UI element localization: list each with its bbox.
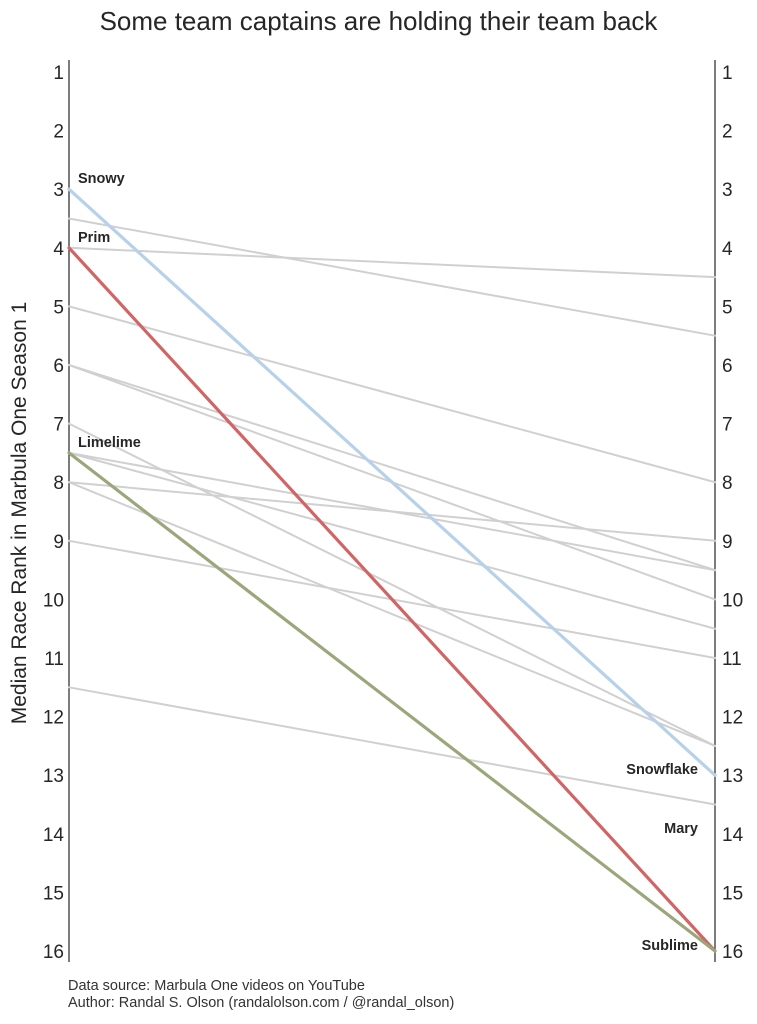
series-line (68, 364, 716, 572)
left-tick-label: 1 (53, 63, 64, 84)
right-name-label: Sublime (642, 938, 698, 954)
right-tick-label: 11 (722, 649, 742, 670)
right-tick-label: 6 (722, 356, 733, 377)
right-tick-label: 14 (722, 825, 744, 846)
left-tick-label: 13 (43, 766, 64, 787)
series-line (68, 481, 716, 542)
left-name-label: Limelime (78, 435, 141, 451)
right-tick-label: 2 (722, 122, 733, 143)
series-line (68, 217, 716, 337)
highlight-line-mary (67, 246, 717, 953)
author-note: Author: Randal S. Olson (randalolson.com… (68, 995, 455, 1011)
right-tick-label: 10 (722, 590, 743, 611)
left-tick-label: 15 (43, 883, 64, 904)
left-tick-label: 10 (43, 590, 64, 611)
series-line (68, 246, 716, 279)
series-line (68, 481, 716, 747)
highlight-line-snowflake (67, 187, 717, 777)
footer: Data source: Marbula One videos on YouTu… (68, 978, 454, 1012)
chart-title: Some team captains are holding their tea… (99, 6, 658, 36)
series-line (68, 686, 716, 806)
data-source-note: Data source: Marbula One videos on YouTu… (68, 978, 365, 994)
right-tick-label: 16 (722, 942, 743, 963)
series-line (68, 422, 716, 747)
highlight-line-sublime (67, 451, 717, 953)
left-tick-label: 5 (53, 297, 64, 318)
right-tick-label: 8 (722, 473, 733, 494)
right-tick-label: 15 (722, 883, 743, 904)
right-tick-label: 12 (722, 708, 743, 729)
right-tick-label: 3 (722, 180, 733, 201)
left-tick-label: 12 (43, 708, 64, 729)
left-tick-label: 8 (53, 473, 64, 494)
left-tick-label: 9 (53, 532, 64, 553)
left-tick-label: 11 (44, 649, 64, 670)
right-tick-label: 7 (722, 415, 733, 436)
right-name-label: Snowflake (626, 762, 698, 778)
series-line (68, 305, 716, 484)
left-tick-label: 14 (43, 825, 65, 846)
y-axis-label: Median Race Rank in Marbula One Season 1 (8, 302, 31, 725)
left-name-label: Snowy (78, 171, 125, 187)
left-tick-label: 7 (53, 415, 64, 436)
left-tick-label: 16 (43, 942, 64, 963)
left-tick-label: 2 (53, 122, 64, 143)
right-tick-label: 4 (722, 239, 733, 260)
right-name-label: Mary (664, 821, 698, 837)
left-tick-label: 3 (53, 180, 64, 201)
right-tick-label: 9 (722, 532, 733, 553)
left-tick-label: 6 (53, 356, 64, 377)
left-name-label: Prim (78, 230, 110, 246)
right-tick-label: 13 (722, 766, 743, 787)
right-tick-label: 5 (722, 297, 733, 318)
series-line (68, 451, 716, 630)
left-tick-label: 4 (53, 239, 64, 260)
right-tick-label: 1 (722, 63, 733, 84)
